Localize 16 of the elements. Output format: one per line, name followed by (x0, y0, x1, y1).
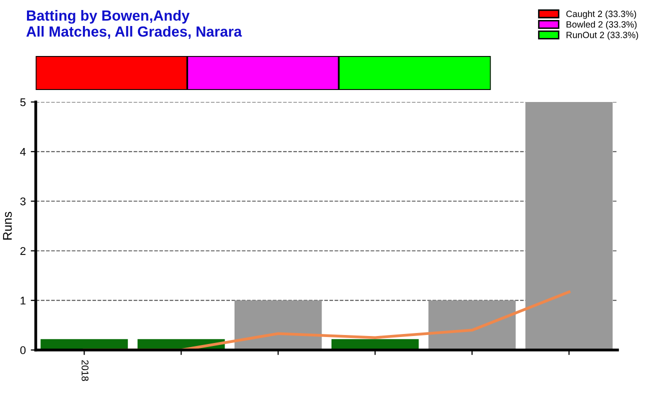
y-tick-label: 2 (20, 247, 26, 255)
bar (234, 300, 322, 350)
x-tick-label: 2018 (82, 360, 89, 381)
y-tick-label: 0 (20, 346, 26, 354)
y-axis-title: Runs (3, 212, 12, 240)
legend-label: Caught 2 (33.3%) (566, 10, 636, 19)
legend-label: RunOut 2 (33.3%) (566, 32, 638, 40)
chart-title: Batting by Bowen,Andy (26, 10, 190, 24)
chart-subtitle: All Matches, All Grades, Narara (26, 26, 242, 39)
y-tick-label: 5 (20, 98, 26, 106)
y-tick-label: 3 (20, 197, 26, 206)
y-tick-label: 1 (20, 296, 26, 304)
y-tick-label: 4 (20, 148, 26, 156)
bar (525, 102, 613, 350)
legend-label: Bowled 2 (33.3%) (566, 20, 637, 30)
bar (428, 300, 516, 350)
